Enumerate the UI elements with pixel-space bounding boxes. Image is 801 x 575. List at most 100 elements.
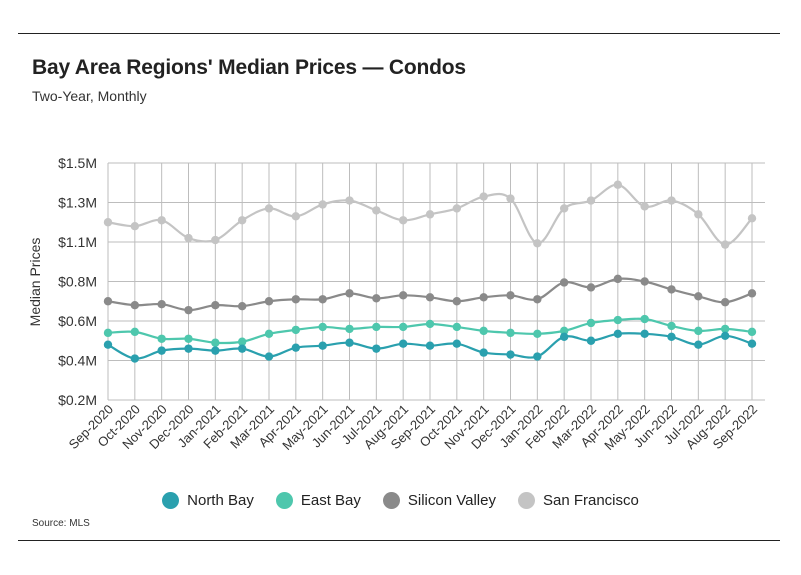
legend-item-north-bay: North Bay xyxy=(162,492,254,509)
y-tick-label: $0.2M xyxy=(58,392,97,408)
san-francisco-point xyxy=(372,206,381,215)
y-tick-label: $0.4M xyxy=(58,353,97,369)
san-francisco-point xyxy=(237,216,247,225)
top-rule xyxy=(18,33,780,34)
north-bay-point xyxy=(264,352,274,361)
san-francisco-point xyxy=(720,240,730,249)
san-francisco-point xyxy=(130,222,140,231)
east-bay-point xyxy=(237,337,247,346)
san-francisco-point xyxy=(264,204,274,213)
silicon-valley-point xyxy=(130,301,140,310)
north-bay-point xyxy=(103,340,113,349)
san-francisco-point xyxy=(157,216,166,225)
san-francisco-point xyxy=(211,235,220,245)
east-bay-point xyxy=(372,322,381,332)
silicon-valley-point xyxy=(211,301,220,310)
silicon-valley-point xyxy=(720,298,730,307)
silicon-valley-point xyxy=(586,283,596,292)
east-bay-point xyxy=(318,322,327,332)
y-tick-label: $0.8M xyxy=(58,274,97,290)
north-bay-point xyxy=(372,344,381,353)
silicon-valley-point xyxy=(237,301,247,311)
east-bay-point xyxy=(398,322,408,332)
east-bay-point xyxy=(425,319,435,329)
north-bay-point xyxy=(184,344,193,353)
silicon-valley-point xyxy=(372,294,381,303)
y-tick-label: $1.5M xyxy=(58,155,97,171)
source-note: Source: MLS xyxy=(32,518,90,529)
silicon-valley-point xyxy=(640,277,649,286)
east-bay-point xyxy=(291,325,301,335)
silicon-valley-point xyxy=(613,274,623,284)
legend-swatch xyxy=(517,492,535,509)
east-bay-point xyxy=(720,324,730,334)
san-francisco-point xyxy=(345,196,354,205)
north-bay-point xyxy=(479,348,488,357)
east-bay-point xyxy=(479,326,488,336)
silicon-valley-point xyxy=(667,285,676,294)
north-bay-point xyxy=(694,340,703,349)
north-bay-point xyxy=(452,339,462,348)
east-bay-point xyxy=(640,314,649,324)
north-bay-point xyxy=(130,354,140,363)
east-bay-point xyxy=(264,329,274,339)
north-bay-point xyxy=(586,336,596,345)
north-bay-point xyxy=(398,339,408,348)
y-tick-label: $0.6M xyxy=(58,313,97,329)
silicon-valley-point xyxy=(506,291,515,300)
silicon-valley-point xyxy=(452,297,462,306)
east-bay-point xyxy=(345,324,354,334)
east-bay-point xyxy=(130,327,140,337)
east-bay-point xyxy=(211,338,220,347)
north-bay-point xyxy=(640,329,649,339)
silicon-valley-point xyxy=(184,305,193,315)
north-bay-point xyxy=(613,329,623,339)
north-bay-point xyxy=(345,338,354,347)
east-bay-point xyxy=(559,326,569,336)
san-francisco-point xyxy=(613,180,623,189)
legend-label: San Francisco xyxy=(542,492,639,509)
legend-label: Silicon Valley xyxy=(407,492,496,509)
north-bay-point xyxy=(747,339,757,348)
north-bay-point xyxy=(211,346,220,355)
chart-legend: North Bay East Bay Silicon Valley San Franc… xyxy=(0,492,801,509)
legend-swatch xyxy=(162,492,180,509)
san-francisco-point xyxy=(452,204,462,213)
san-francisco-point xyxy=(640,202,649,211)
silicon-valley-point xyxy=(318,295,327,304)
san-francisco-point xyxy=(291,212,301,221)
y-tick-label: $1.3M xyxy=(58,195,97,211)
east-bay-point xyxy=(694,326,703,336)
y-tick-label: $1.1M xyxy=(58,234,97,250)
san-francisco-point xyxy=(103,218,113,227)
east-bay-point xyxy=(533,329,542,339)
silicon-valley-point xyxy=(747,289,757,298)
silicon-valley-point xyxy=(291,295,301,304)
north-bay-point xyxy=(667,332,676,341)
y-axis-label: Median Prices xyxy=(27,238,43,327)
san-francisco-point xyxy=(533,239,542,248)
north-bay-point xyxy=(506,350,515,359)
legend-item-east-bay: East Bay xyxy=(275,492,361,509)
silicon-valley-point xyxy=(533,295,542,304)
bottom-rule xyxy=(18,540,780,541)
north-bay-point xyxy=(720,331,730,341)
legend-item-san-francisco: San Francisco xyxy=(517,492,639,509)
silicon-valley-point xyxy=(479,293,488,302)
north-bay-point xyxy=(237,344,247,353)
east-bay-point xyxy=(586,318,596,328)
east-bay-point xyxy=(452,322,462,332)
san-francisco-point xyxy=(586,196,596,205)
north-bay-point xyxy=(425,341,435,350)
silicon-valley-point xyxy=(398,291,408,300)
legend-label: North Bay xyxy=(187,492,254,509)
chart-title: Bay Area Regions' Median Prices — Condos xyxy=(32,56,466,79)
east-bay-point xyxy=(157,334,166,343)
san-francisco-point xyxy=(318,200,327,209)
san-francisco-point xyxy=(559,204,569,213)
north-bay-point xyxy=(559,332,569,341)
north-bay-point xyxy=(291,343,301,352)
east-bay-point xyxy=(613,315,623,325)
legend-item-silicon-valley: Silicon Valley xyxy=(382,492,496,509)
